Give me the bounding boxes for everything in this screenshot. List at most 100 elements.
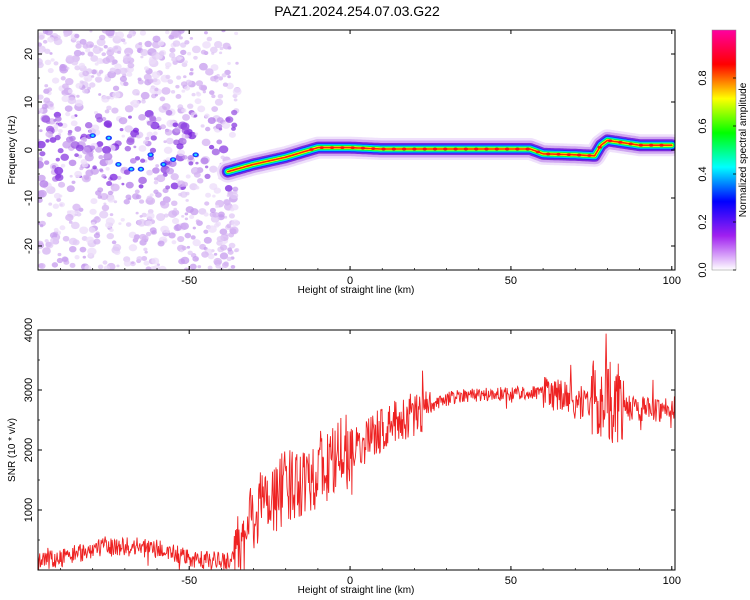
noise-blob	[159, 96, 166, 102]
noise-blob	[137, 218, 147, 227]
noise-blob	[76, 212, 82, 217]
noise-blob	[181, 108, 187, 113]
noise-blob	[44, 48, 51, 54]
noise-blob	[207, 265, 213, 270]
noise-blob	[74, 33, 80, 39]
noise-blob	[198, 62, 208, 71]
noise-blob	[191, 92, 196, 97]
ridge-peak	[453, 147, 458, 151]
noise-blob	[102, 260, 108, 265]
noise-blob	[229, 226, 239, 235]
noise-blob	[157, 40, 165, 46]
noise-blob	[38, 160, 44, 169]
noise-blob	[130, 101, 134, 105]
noise-blob	[48, 202, 53, 206]
noise-blob	[115, 31, 125, 39]
noise-blob	[179, 42, 187, 48]
noise-blob	[43, 97, 51, 104]
ridge-layer	[227, 139, 673, 173]
noise-blob	[123, 199, 130, 205]
noise-blob	[204, 201, 210, 206]
noise-blob-peak	[149, 153, 153, 156]
noise-blob	[231, 122, 238, 128]
noise-blob	[138, 184, 144, 189]
noise-blob	[64, 105, 73, 112]
noise-blob	[121, 134, 125, 138]
noise-blob	[96, 38, 106, 47]
noise-blob	[191, 167, 198, 173]
ridge-peak	[515, 147, 520, 151]
noise-blob	[119, 67, 128, 75]
noise-blob	[128, 115, 132, 119]
noise-blob	[222, 82, 229, 87]
noise-blob	[109, 173, 118, 181]
noise-blob	[228, 242, 236, 249]
ridge-peak	[525, 147, 530, 151]
ridge-peak	[535, 150, 541, 154]
noise-blob	[39, 151, 46, 157]
ridge-peak	[463, 147, 469, 151]
noise-blob	[209, 207, 216, 213]
noise-blob	[143, 140, 149, 145]
noise-blob	[205, 192, 212, 198]
noise-blob	[44, 84, 49, 88]
noise-blob	[197, 265, 202, 269]
ridge-peak	[494, 147, 499, 151]
noise-blob	[141, 235, 149, 242]
noise-blob	[184, 232, 192, 239]
noise-blob	[227, 61, 231, 65]
noise-blob	[111, 48, 116, 53]
noise-blob	[74, 126, 82, 132]
y-tick-label: 1000	[23, 498, 35, 522]
noise-blob	[138, 176, 147, 185]
noise-blob	[178, 36, 183, 40]
noise-blob	[165, 157, 171, 162]
ridge-peak	[329, 146, 335, 150]
noise-blob	[207, 117, 216, 124]
noise-blob	[80, 159, 88, 165]
noise-blob	[109, 67, 117, 73]
noise-blob	[116, 264, 120, 268]
noise-blob	[133, 145, 137, 149]
noise-blob	[48, 105, 55, 111]
noise-blob	[87, 247, 97, 256]
snr-y-label: SNR (10 * v/v)	[7, 418, 18, 482]
noise-blob	[189, 71, 194, 76]
noise-blob	[218, 145, 229, 154]
y-tick-label: 20	[23, 48, 35, 60]
noise-blob	[165, 65, 170, 70]
noise-blob	[65, 78, 74, 86]
noise-blob	[144, 250, 148, 254]
ridge-peak	[566, 153, 572, 157]
ridge-peak	[360, 146, 366, 150]
ridge-peak	[422, 147, 427, 151]
noise-blob	[219, 51, 223, 55]
noise-blob	[49, 137, 57, 143]
noise-blob	[140, 158, 146, 163]
noise-blob	[45, 139, 50, 143]
noise-blob	[98, 93, 102, 96]
noise-blob	[123, 169, 131, 175]
noise-blob	[205, 68, 214, 76]
noise-blob	[215, 123, 223, 130]
noise-blob	[93, 232, 101, 239]
ridge-peak	[628, 142, 633, 146]
noise-blob	[112, 243, 122, 252]
noise-blob	[213, 187, 221, 194]
noise-blob	[47, 36, 55, 43]
noise-blob	[153, 131, 158, 136]
noise-blob	[101, 52, 107, 57]
noise-blob	[49, 232, 58, 239]
noise-blob	[116, 175, 122, 180]
noise-blob	[202, 90, 207, 94]
noise-blob	[123, 81, 129, 87]
noise-blob	[89, 82, 96, 88]
noise-blob	[161, 87, 171, 95]
noise-blob	[228, 131, 236, 138]
noise-blob	[54, 166, 64, 175]
noise-blob	[73, 49, 82, 57]
noise-blob	[201, 251, 209, 258]
noise-blob	[132, 89, 140, 96]
noise-blob	[189, 214, 195, 220]
noise-blob	[89, 30, 93, 33]
